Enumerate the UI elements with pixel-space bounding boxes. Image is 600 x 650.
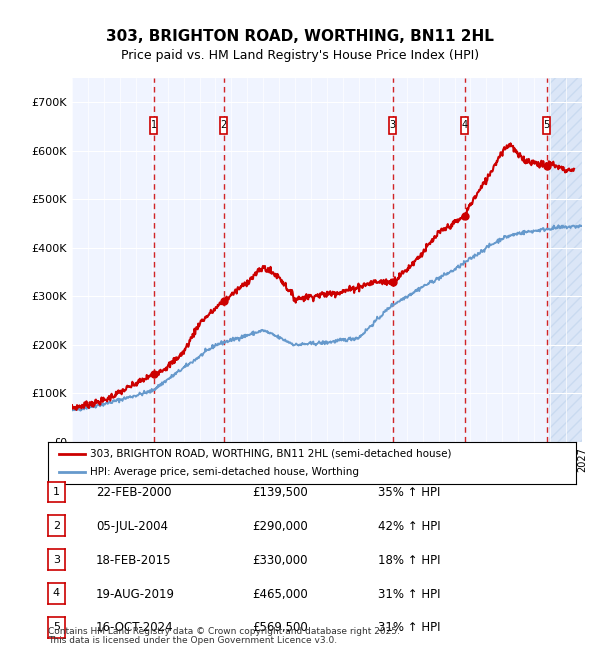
Text: 1: 1 xyxy=(53,487,60,497)
FancyBboxPatch shape xyxy=(389,117,397,134)
Text: 42% ↑ HPI: 42% ↑ HPI xyxy=(378,520,440,533)
Text: 5: 5 xyxy=(544,120,550,130)
Text: 31% ↑ HPI: 31% ↑ HPI xyxy=(378,588,440,601)
Text: £569,500: £569,500 xyxy=(252,621,308,634)
Text: 31% ↑ HPI: 31% ↑ HPI xyxy=(378,621,440,634)
Text: 4: 4 xyxy=(53,588,60,599)
Text: 303, BRIGHTON ROAD, WORTHING, BN11 2HL: 303, BRIGHTON ROAD, WORTHING, BN11 2HL xyxy=(106,29,494,44)
FancyBboxPatch shape xyxy=(543,117,550,134)
Text: 18% ↑ HPI: 18% ↑ HPI xyxy=(378,554,440,567)
Text: 3: 3 xyxy=(390,120,396,130)
FancyBboxPatch shape xyxy=(461,117,468,134)
Bar xyxy=(548,78,582,442)
Text: £465,000: £465,000 xyxy=(252,588,308,601)
Text: 18-FEB-2015: 18-FEB-2015 xyxy=(96,554,172,567)
Text: 3: 3 xyxy=(53,554,60,565)
Text: 16-OCT-2024: 16-OCT-2024 xyxy=(96,621,173,634)
Text: HPI: Average price, semi-detached house, Worthing: HPI: Average price, semi-detached house,… xyxy=(90,467,359,477)
Text: 19-AUG-2019: 19-AUG-2019 xyxy=(96,588,175,601)
Text: 1: 1 xyxy=(151,120,157,130)
Text: Price paid vs. HM Land Registry's House Price Index (HPI): Price paid vs. HM Land Registry's House … xyxy=(121,49,479,62)
Text: 303, BRIGHTON ROAD, WORTHING, BN11 2HL (semi-detached house): 303, BRIGHTON ROAD, WORTHING, BN11 2HL (… xyxy=(90,449,452,459)
Text: 2: 2 xyxy=(53,521,60,531)
Text: 22-FEB-2000: 22-FEB-2000 xyxy=(96,486,172,499)
Text: 5: 5 xyxy=(53,622,60,632)
Text: £139,500: £139,500 xyxy=(252,486,308,499)
Text: Contains HM Land Registry data © Crown copyright and database right 2025.: Contains HM Land Registry data © Crown c… xyxy=(48,627,400,636)
Text: 35% ↑ HPI: 35% ↑ HPI xyxy=(378,486,440,499)
Text: 05-JUL-2004: 05-JUL-2004 xyxy=(96,520,168,533)
Text: 2: 2 xyxy=(220,120,227,130)
Bar xyxy=(548,78,582,442)
FancyBboxPatch shape xyxy=(150,117,157,134)
Text: 4: 4 xyxy=(461,120,467,130)
Text: £330,000: £330,000 xyxy=(252,554,308,567)
Text: £290,000: £290,000 xyxy=(252,520,308,533)
Text: This data is licensed under the Open Government Licence v3.0.: This data is licensed under the Open Gov… xyxy=(48,636,337,645)
FancyBboxPatch shape xyxy=(220,117,227,134)
